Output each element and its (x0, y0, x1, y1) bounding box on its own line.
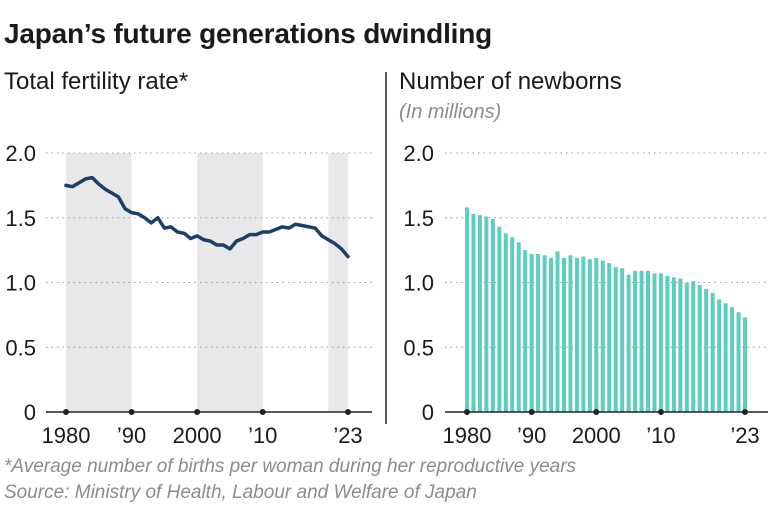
bar (549, 257, 554, 412)
bar (587, 259, 592, 412)
y-tick-label: 0.5 (5, 335, 36, 360)
bar (730, 307, 735, 412)
fertility-line (64, 175, 350, 259)
bar (594, 257, 599, 412)
x-tick-label: ’10 (646, 423, 675, 448)
x-tick-dot (593, 409, 600, 415)
bar (490, 219, 495, 412)
source-note: Source: Ministry of Health, Labour and W… (4, 482, 477, 503)
y-tick-label: 1.5 (5, 206, 36, 231)
x-tick-label: ’10 (248, 423, 277, 448)
bar (497, 226, 502, 412)
bar (516, 242, 521, 412)
bar (484, 216, 489, 412)
bar (555, 251, 560, 412)
bar (561, 257, 566, 412)
x-tick-label: ’23 (730, 423, 759, 448)
bar (529, 254, 534, 412)
bar (736, 312, 741, 412)
y-tick-label: 2.0 (403, 141, 434, 166)
y-tick-label: 1.0 (5, 271, 36, 296)
fertility-chart: 0 0.5 1.0 1.5 2.0 1980 ’90 2000 ’10 ’23 (5, 141, 372, 448)
shaded-period-1 (197, 153, 263, 412)
bar (678, 278, 683, 412)
bar (464, 207, 470, 412)
bar (717, 299, 722, 412)
x-tick-dot (259, 409, 266, 415)
newborns-panel-subtitle: (In millions) (399, 101, 502, 123)
x-tick-dot (63, 409, 69, 415)
x-tick-dot (345, 409, 351, 415)
bar (536, 254, 541, 412)
y-tick-label: 1.0 (403, 271, 434, 296)
bar (658, 273, 663, 412)
x-tick-dot (464, 409, 470, 415)
fertility-panel-title: Total fertility rate* (4, 68, 189, 95)
y-tick-label: 2.0 (5, 141, 36, 166)
bar (633, 270, 638, 412)
y-tick-label: 1.5 (403, 206, 434, 231)
bar (620, 268, 625, 412)
bar (510, 237, 515, 412)
y-tick-label: 0 (24, 400, 36, 425)
y-tick-label: 0.5 (403, 335, 434, 360)
bar (542, 255, 547, 412)
x-tick-dot (742, 409, 748, 415)
bar (471, 213, 476, 412)
x-tick-label: 2000 (173, 423, 222, 448)
bar (704, 288, 709, 412)
x-tick-label: 1980 (443, 423, 492, 448)
bar (671, 277, 676, 412)
bar (652, 273, 657, 412)
y-tick-label: 0 (422, 400, 434, 425)
bar (691, 281, 696, 412)
bar (600, 260, 605, 412)
x-tick-label: ’90 (117, 423, 146, 448)
x-tick-label: 2000 (572, 423, 621, 448)
bar (523, 250, 528, 412)
bar (697, 285, 702, 412)
bar (574, 257, 579, 412)
bar (477, 215, 482, 412)
bar (723, 303, 728, 412)
bar (607, 263, 612, 412)
bar (503, 233, 508, 412)
bar (581, 256, 586, 412)
newborns-panel-title: Number of newborns (399, 68, 622, 95)
shaded-period-0 (66, 153, 132, 412)
bar (639, 270, 644, 412)
x-tick-label: ’90 (517, 423, 546, 448)
bar (710, 292, 715, 412)
footnote: *Average number of births per woman duri… (4, 456, 577, 477)
bar (646, 270, 651, 412)
x-tick-label: 1980 (42, 423, 91, 448)
bar (626, 274, 631, 412)
bar (568, 255, 573, 412)
bar (665, 276, 670, 412)
newborns-chart: 0 0.5 1.0 1.5 2.0 1980 ’90 2000 ’10 ’23 (403, 141, 768, 448)
bar (742, 317, 748, 412)
x-tick-dot (194, 409, 201, 415)
x-tick-label: ’23 (333, 423, 362, 448)
chart-title: Japan’s future generations dwindling (4, 18, 493, 49)
bar (684, 282, 689, 412)
x-tick-dot (528, 409, 535, 415)
x-tick-dot (128, 409, 135, 415)
bar (613, 266, 618, 412)
x-tick-dot (657, 409, 664, 415)
